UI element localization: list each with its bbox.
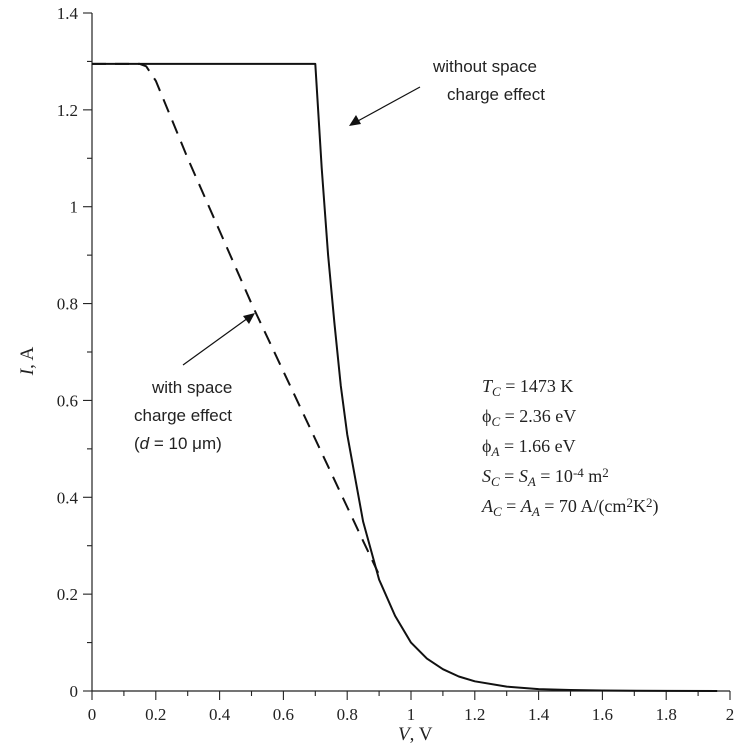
x-tick-label: 0.8 [337,705,358,724]
x-tick-label: 0.2 [145,705,166,724]
annotation-arrow-with [183,313,255,365]
parameter-line: AC = AA = 70 A/(cm2K2) [481,495,658,519]
y-tick-label: 0.4 [57,488,79,507]
y-axis-label: I, A [17,346,38,376]
y-tick-label: 0.2 [57,585,78,604]
parameter-line: ϕA = 1.66 eV [482,436,576,459]
parameter-line: ϕC = 2.36 eV [482,406,576,429]
x-tick-label: 0.6 [273,705,294,724]
parameter-line: SC = SA = 10-4 m2 [482,465,609,489]
x-tick-label: 0 [88,705,97,724]
y-tick-label: 0 [70,682,79,701]
annotation-arrow-without [349,87,420,126]
y-tick-label: 1.2 [57,101,78,120]
x-axis-label: V, V [398,724,433,745]
x-tick-label: 1.2 [464,705,485,724]
x-tick-label: 1 [407,705,416,724]
parameter-block: TC = 1473 K ϕC = 2.36 eV ϕA = 1.66 eV SC = … [481,376,658,519]
annotation-with-line2: charge effect [134,406,232,425]
y-tick-label: 0.8 [57,295,78,314]
x-tick-label: 1.4 [528,705,550,724]
x-tick-label: 1.6 [592,705,613,724]
series-line-dashed [92,64,379,575]
x-tick-label: 0.4 [209,705,231,724]
axes [92,13,730,691]
y-tick-label: 1 [70,198,79,217]
y-tick-label: 1.4 [57,4,79,23]
x-tick-label: 2 [726,705,735,724]
parameter-line: TC = 1473 K [482,376,573,399]
annotation-without-line1: without space [432,57,537,76]
annotation-with-line3: (d = 10 μm) [134,434,222,453]
annotation-with-line1: with space [151,378,232,397]
annotation-without-line2: charge effect [447,85,545,104]
y-tick-label: 0.6 [57,391,78,410]
x-tick-label: 1.8 [656,705,677,724]
